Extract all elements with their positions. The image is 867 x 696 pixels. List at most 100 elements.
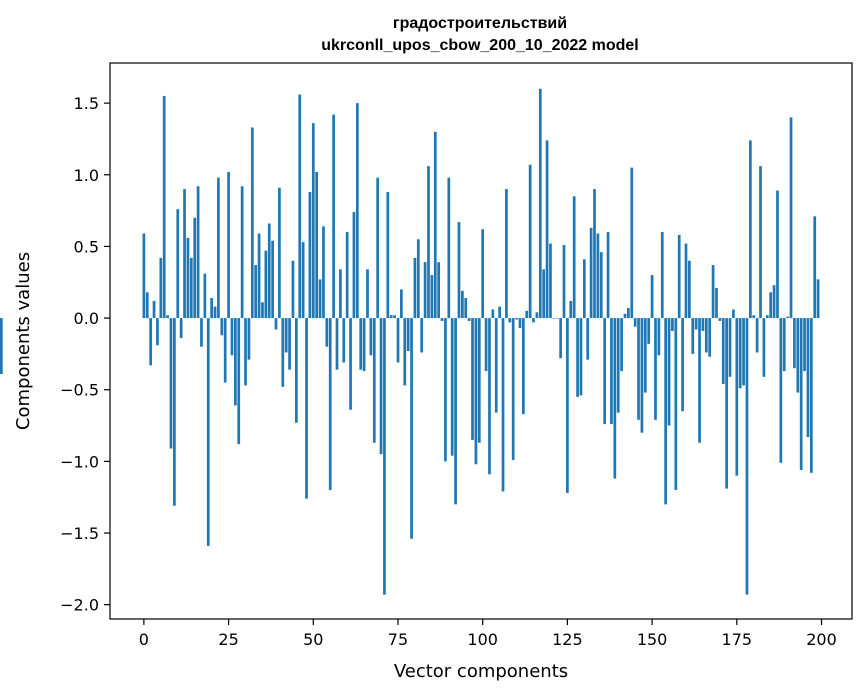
bar-162 <box>691 318 695 354</box>
bar-62 <box>352 212 356 319</box>
bar-29 <box>240 186 244 319</box>
bar-169 <box>715 287 718 319</box>
bar-41 <box>281 318 285 387</box>
bar-192 <box>793 318 796 369</box>
bar-26 <box>230 318 234 356</box>
bar-54 <box>325 318 329 347</box>
bar-114 <box>528 164 532 319</box>
bar-153 <box>660 232 664 319</box>
bar-85 <box>430 275 434 319</box>
bar-149 <box>647 318 651 344</box>
bar-112 <box>522 318 525 415</box>
bar-154 <box>664 318 668 505</box>
bar-15 <box>193 217 197 319</box>
bar-99 <box>477 318 481 443</box>
bar-33 <box>254 265 258 319</box>
bar-115 <box>532 318 535 323</box>
bar-117 <box>538 88 542 319</box>
bar-138 <box>610 318 613 425</box>
bar-97 <box>471 318 474 440</box>
bar-141 <box>620 318 623 372</box>
bar-134 <box>596 233 600 319</box>
bar-136 <box>603 318 607 425</box>
bar-118 <box>542 269 546 319</box>
bar-195 <box>803 318 806 372</box>
bar-166 <box>704 318 708 353</box>
bar-undefined <box>0 318 3 374</box>
chart-title-line1: градостроительствий <box>393 15 567 32</box>
bar-175 <box>735 318 739 476</box>
bar-86 <box>433 131 437 319</box>
bar-8 <box>169 318 173 449</box>
bar-21 <box>213 306 217 319</box>
bar-63 <box>355 103 359 319</box>
y-tick-label: 0.5 <box>74 237 99 256</box>
bar-23 <box>220 318 224 336</box>
bar-167 <box>708 318 712 357</box>
bar-128 <box>576 318 579 397</box>
x-tick-label: 0 <box>139 630 149 649</box>
bar-19 <box>206 318 210 546</box>
y-tick-label: −0.5 <box>60 381 99 400</box>
bar-40 <box>278 187 281 319</box>
bar-67 <box>369 318 373 356</box>
bar-73 <box>389 315 393 319</box>
bar-121 <box>552 318 556 319</box>
bar-22 <box>217 177 220 319</box>
bar-123 <box>559 318 562 359</box>
bar-75 <box>396 318 400 363</box>
bar-148 <box>643 318 647 393</box>
plot-frame <box>109 62 853 620</box>
bar-106 <box>501 318 505 492</box>
bar-143 <box>627 308 630 319</box>
bar-27 <box>234 318 237 406</box>
bar-77 <box>403 318 407 386</box>
chart-title-line2: ukrconll_upos_cbow_200_10_2022 model <box>321 37 638 54</box>
bar-72 <box>386 191 390 319</box>
bar-3 <box>152 300 156 319</box>
bar-135 <box>599 252 603 319</box>
bar-180 <box>752 315 756 319</box>
bar-12 <box>183 189 186 319</box>
x-tick-label: 150 <box>637 630 668 649</box>
bar-122 <box>555 318 559 319</box>
bar-34 <box>257 233 261 319</box>
bar-107 <box>505 189 508 319</box>
bar-178 <box>745 318 749 595</box>
bar-81 <box>416 239 420 319</box>
bar-90 <box>447 177 451 319</box>
y-tick-label: 1.5 <box>74 94 99 113</box>
bar-108 <box>508 318 512 323</box>
bar-28 <box>237 318 241 445</box>
bar-5 <box>159 257 163 319</box>
x-tick-label: 75 <box>388 630 408 649</box>
bar-164 <box>698 318 701 443</box>
x-tick-label: 25 <box>218 630 238 649</box>
bar-133 <box>593 189 596 319</box>
bar-56 <box>332 114 335 319</box>
bar-95 <box>464 298 468 319</box>
bar-48 <box>305 318 308 499</box>
bar-36 <box>264 250 268 319</box>
bar-94 <box>461 290 464 319</box>
bar-172 <box>725 318 728 489</box>
bar-158 <box>677 234 681 319</box>
x-axis-label: Vector components <box>394 661 568 682</box>
bar-35 <box>261 302 264 319</box>
bar-137 <box>606 232 610 319</box>
bar-139 <box>613 318 617 479</box>
bar-152 <box>657 318 661 356</box>
bar-70 <box>379 318 383 455</box>
bar-52 <box>318 279 322 319</box>
bar-83 <box>423 262 427 319</box>
x-tick-label: 125 <box>552 630 583 649</box>
bar-101 <box>484 318 488 372</box>
bar-170 <box>718 318 722 321</box>
bar-18 <box>203 273 207 319</box>
bar-44 <box>291 260 295 319</box>
bar-184 <box>765 315 769 319</box>
bar-9 <box>173 318 176 506</box>
y-tick-label: −2.0 <box>60 596 99 615</box>
bar-181 <box>755 318 759 353</box>
bar-24 <box>223 318 227 383</box>
